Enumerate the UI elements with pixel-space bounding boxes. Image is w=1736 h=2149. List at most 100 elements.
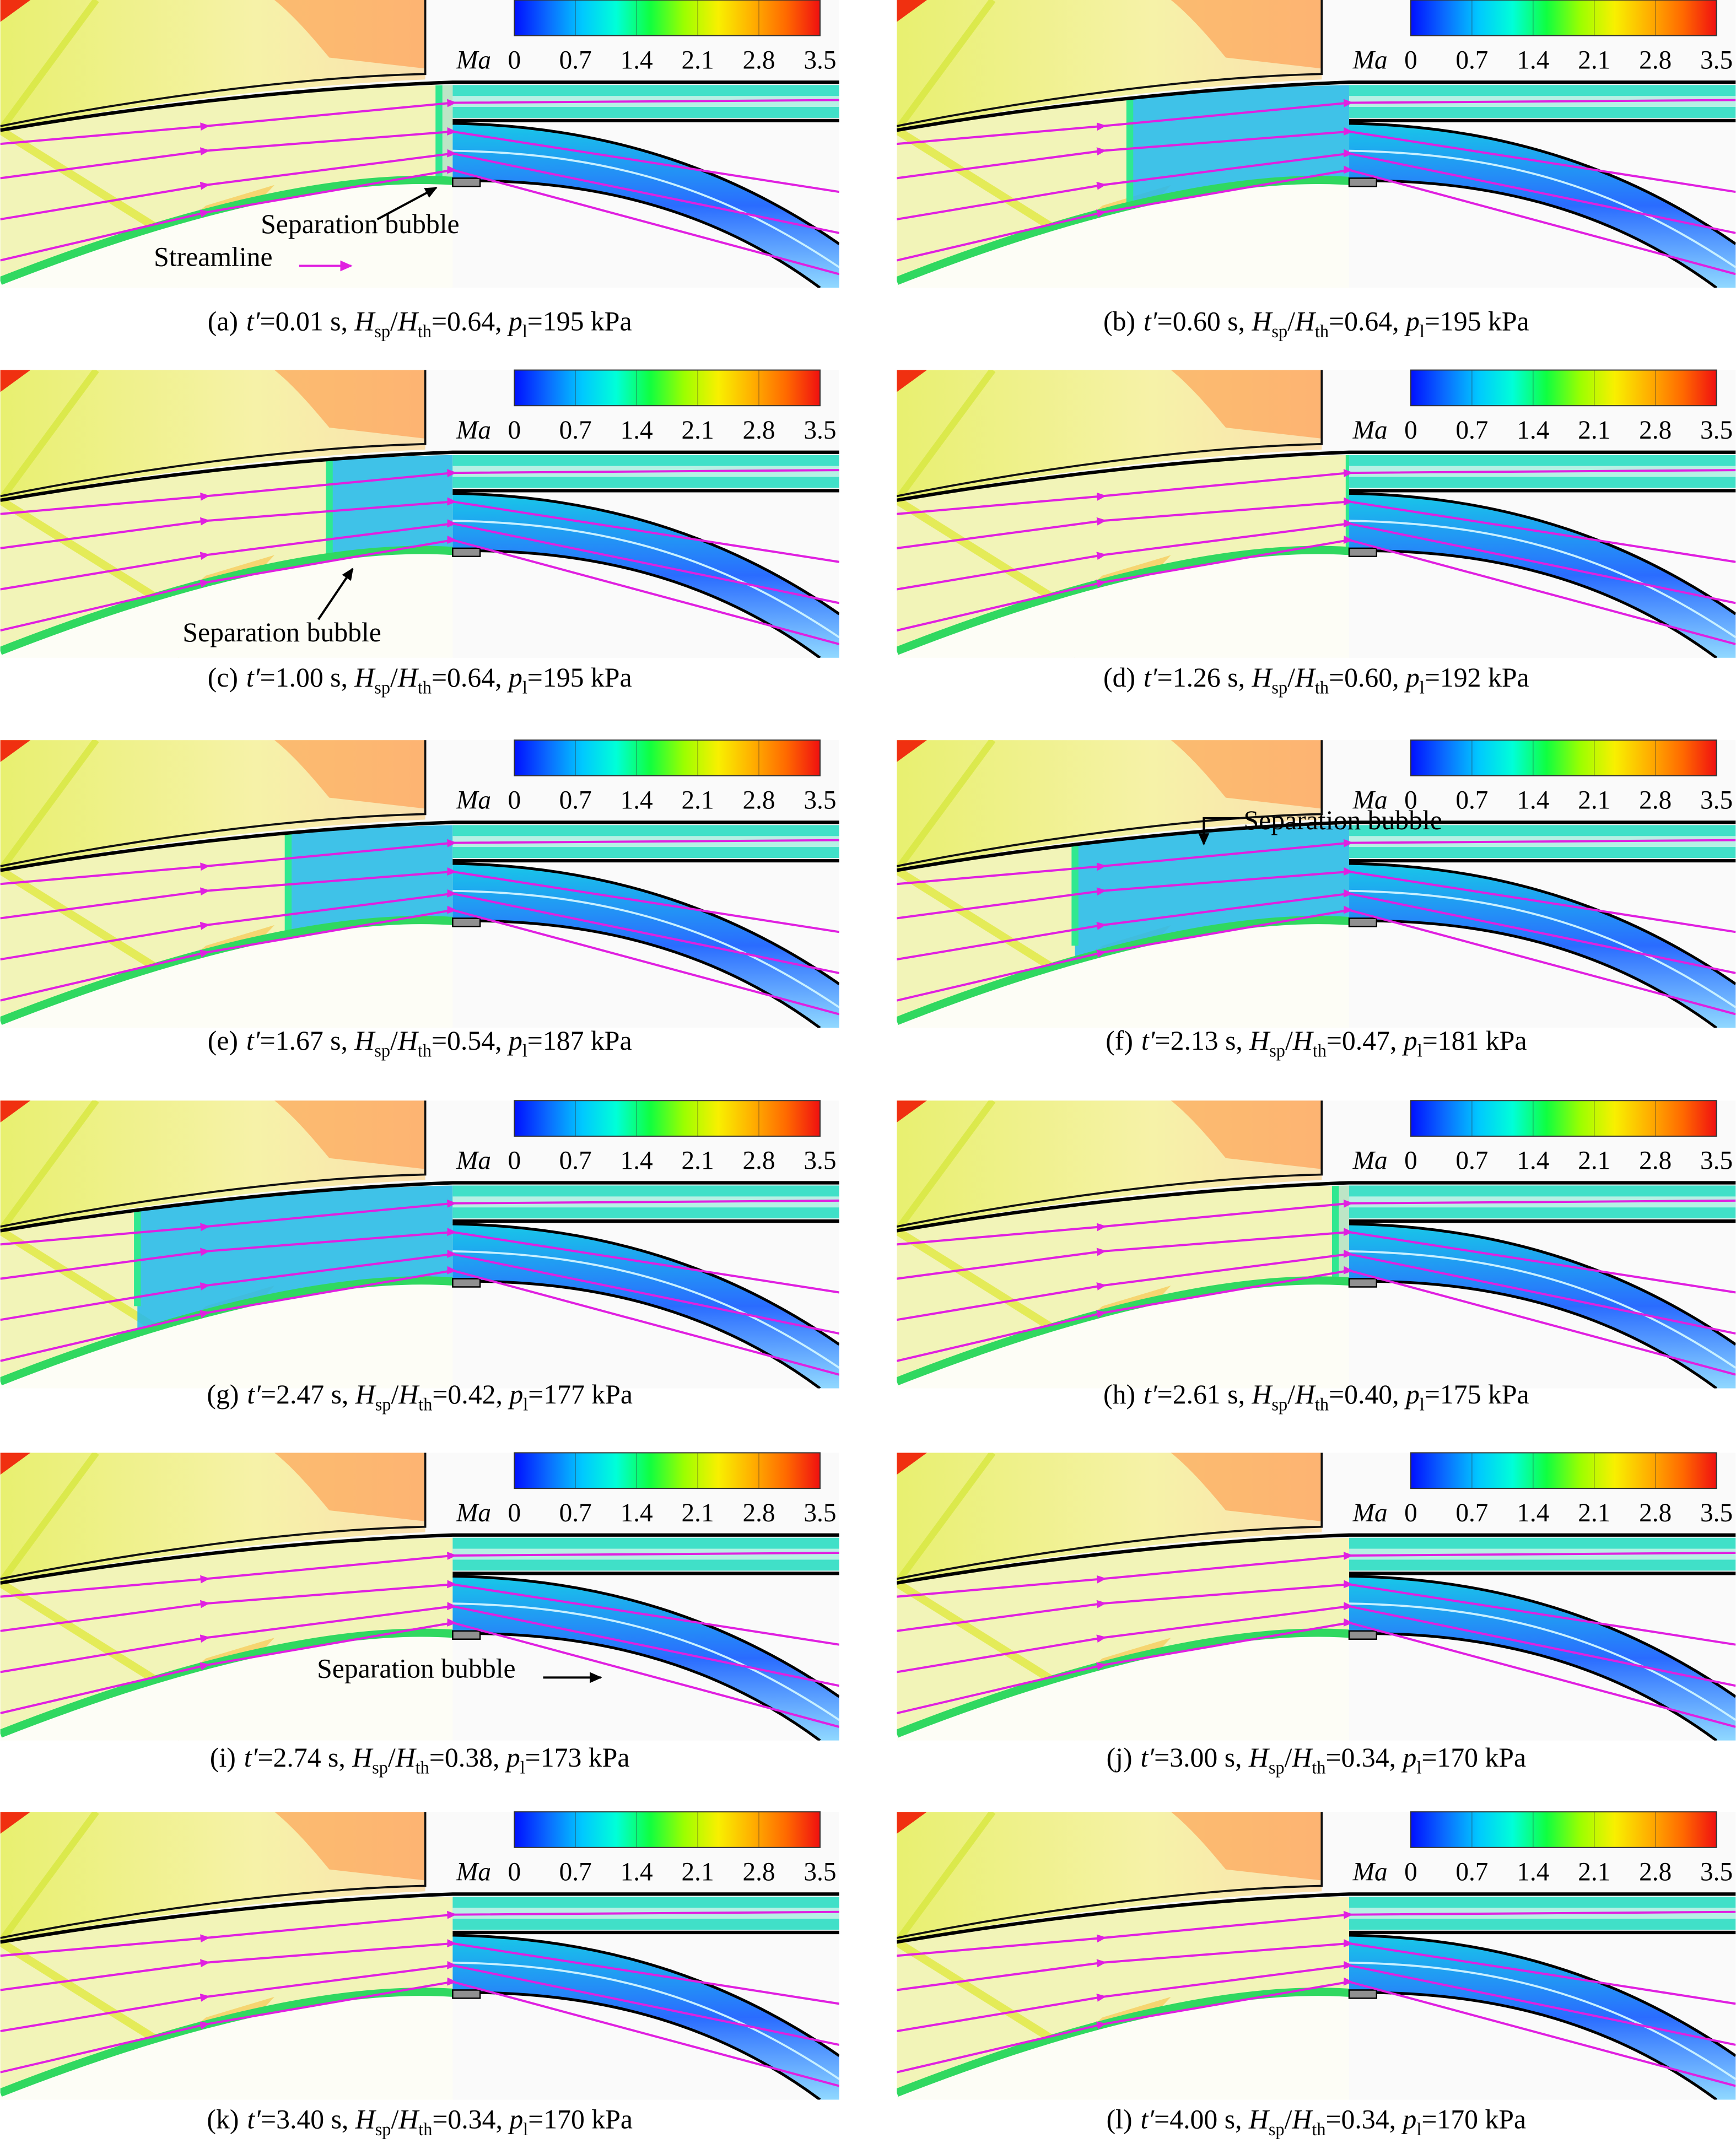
lower-duct — [1349, 1224, 1736, 1389]
cowl-hot-region — [274, 0, 425, 69]
flap — [452, 1989, 481, 1999]
reflected-shock — [0, 126, 167, 237]
colorbar-tick-label: 1.4 — [621, 1858, 653, 1887]
caption-part: 170 — [1437, 2104, 1478, 2135]
caption-part: sp — [375, 1394, 391, 1414]
caption-part: 173 — [541, 1742, 582, 1773]
caption-label: (j) — [1107, 1742, 1133, 1773]
colorbar — [514, 0, 821, 36]
duct-contour — [452, 1961, 839, 2080]
colorbar-tick-label: 1.4 — [1517, 786, 1549, 814]
colorbar-tick-label: 0.7 — [1455, 1499, 1488, 1527]
colorbar-tick-label: 2.1 — [1578, 46, 1610, 74]
flap — [452, 1278, 481, 1288]
duct-inner-wall — [1349, 122, 1736, 245]
colorbar-tick-label: 0 — [1404, 1858, 1417, 1887]
caption: (k) t′=3.40 s, Hsp/Hth=0.34, pl=170 kPa — [207, 2104, 633, 2139]
caption-part: t′ — [1144, 1379, 1158, 1410]
caption-part: 1.67 — [276, 1025, 324, 1056]
flow-field — [0, 370, 839, 658]
colorbar-tick-label: 0.7 — [559, 1499, 592, 1527]
panel: Ma 0 0.7 1.4 2.1 2.8 3.5 — [0, 1100, 839, 1389]
caption-part: 0.01 — [276, 306, 324, 336]
caption-part: sp — [1271, 678, 1287, 698]
caption-part: l — [522, 678, 527, 698]
caption-part: th — [418, 321, 432, 341]
streamline — [0, 867, 839, 933]
cowl-hot-region — [274, 1100, 425, 1169]
caption-part: s, — [1221, 306, 1252, 336]
streamline — [0, 165, 839, 276]
cowl-corner — [0, 1812, 31, 1834]
caption-label: (l) — [1107, 2104, 1133, 2135]
caption-part: l — [1416, 2119, 1421, 2139]
cowl-outer — [897, 0, 1323, 127]
colorbar-tick-label: 0.7 — [559, 786, 592, 814]
panel: Ma 0 0.7 1.4 2.1 2.8 3.5 Separation bubble — [0, 1452, 839, 1741]
streamline — [0, 905, 839, 1016]
colorbar-tick-label: 0.7 — [1455, 1858, 1488, 1887]
caption-label: (f) — [1106, 1025, 1133, 1056]
colorbar-tick-label: 3.5 — [1700, 786, 1733, 814]
caption-part: s, — [1217, 2104, 1249, 2135]
caption-part: , — [495, 306, 509, 336]
caption-part: 0.64 — [1344, 306, 1392, 336]
colorbar-tick-label: 0.7 — [559, 416, 592, 445]
streamline — [0, 1939, 839, 2005]
caption-part: p — [508, 1379, 523, 1410]
duct-inner-wall — [452, 1222, 839, 1346]
streamline — [897, 469, 1736, 515]
cowl-hot-region — [1171, 0, 1322, 69]
caption-part: = — [1326, 2104, 1341, 2135]
caption-part: 0.34 — [1341, 2104, 1389, 2135]
reflected-shock — [0, 1939, 167, 2049]
caption-part: H — [397, 1025, 419, 1056]
lower-duct — [1349, 493, 1736, 658]
reflected-shock — [0, 1579, 167, 1689]
colorbar-tick-label: 3.5 — [1700, 416, 1733, 445]
streamline — [897, 497, 1736, 563]
annotation: Separation bubble — [182, 617, 381, 647]
colorbar — [514, 739, 821, 776]
colorbar-tick-label: 1.4 — [621, 46, 653, 74]
caption-part: H — [354, 662, 376, 693]
streamline — [0, 1228, 839, 1294]
caption-part: 0.54 — [447, 1025, 495, 1056]
duct-inner-wall — [1349, 1222, 1736, 1346]
streamline — [0, 127, 839, 193]
caption: (b) t′=0.60 s, Hsp/Hth=0.64, pl=195 kPa — [1103, 306, 1529, 341]
streamline — [897, 1552, 1736, 1598]
caption-part: H — [1295, 662, 1317, 693]
streamline — [0, 536, 839, 645]
caption-part: l — [1417, 1041, 1422, 1061]
streamline — [897, 1580, 1736, 1646]
flap — [1348, 1630, 1378, 1640]
duct-inner-wall — [1349, 1574, 1736, 1698]
caption-part: kPa — [585, 2104, 633, 2135]
colorbar-tick-label: 0 — [508, 1499, 521, 1527]
caption-part: H — [354, 306, 376, 336]
colorbar-label: Ma — [1352, 786, 1388, 814]
cowl-outer — [0, 0, 427, 127]
caption-part: H — [395, 1742, 417, 1773]
caption-part: , — [1389, 1742, 1403, 1773]
flow-field — [0, 0, 839, 288]
colorbar-tick-label: 3.5 — [1700, 1858, 1733, 1887]
caption-part: H — [354, 1025, 376, 1056]
caption-part: H — [1295, 306, 1317, 336]
caption-part: = — [528, 2104, 543, 2135]
caption-part: = — [432, 306, 447, 336]
caption-part: th — [1312, 1757, 1325, 1777]
caption-part: 177 — [543, 1379, 585, 1410]
caption-part: sp — [1269, 1757, 1285, 1777]
colorbar-tick-label: 2.8 — [742, 1147, 775, 1175]
duct-contour — [452, 149, 839, 268]
flow-field — [897, 1812, 1736, 2100]
streamline — [0, 1910, 839, 1957]
duct-contour — [1349, 1602, 1736, 1721]
cowl-corner — [897, 1812, 927, 1834]
caption-part: s, — [1219, 1025, 1250, 1056]
colorbar-tick-label: 2.1 — [682, 46, 714, 74]
streamline — [897, 1266, 1736, 1376]
